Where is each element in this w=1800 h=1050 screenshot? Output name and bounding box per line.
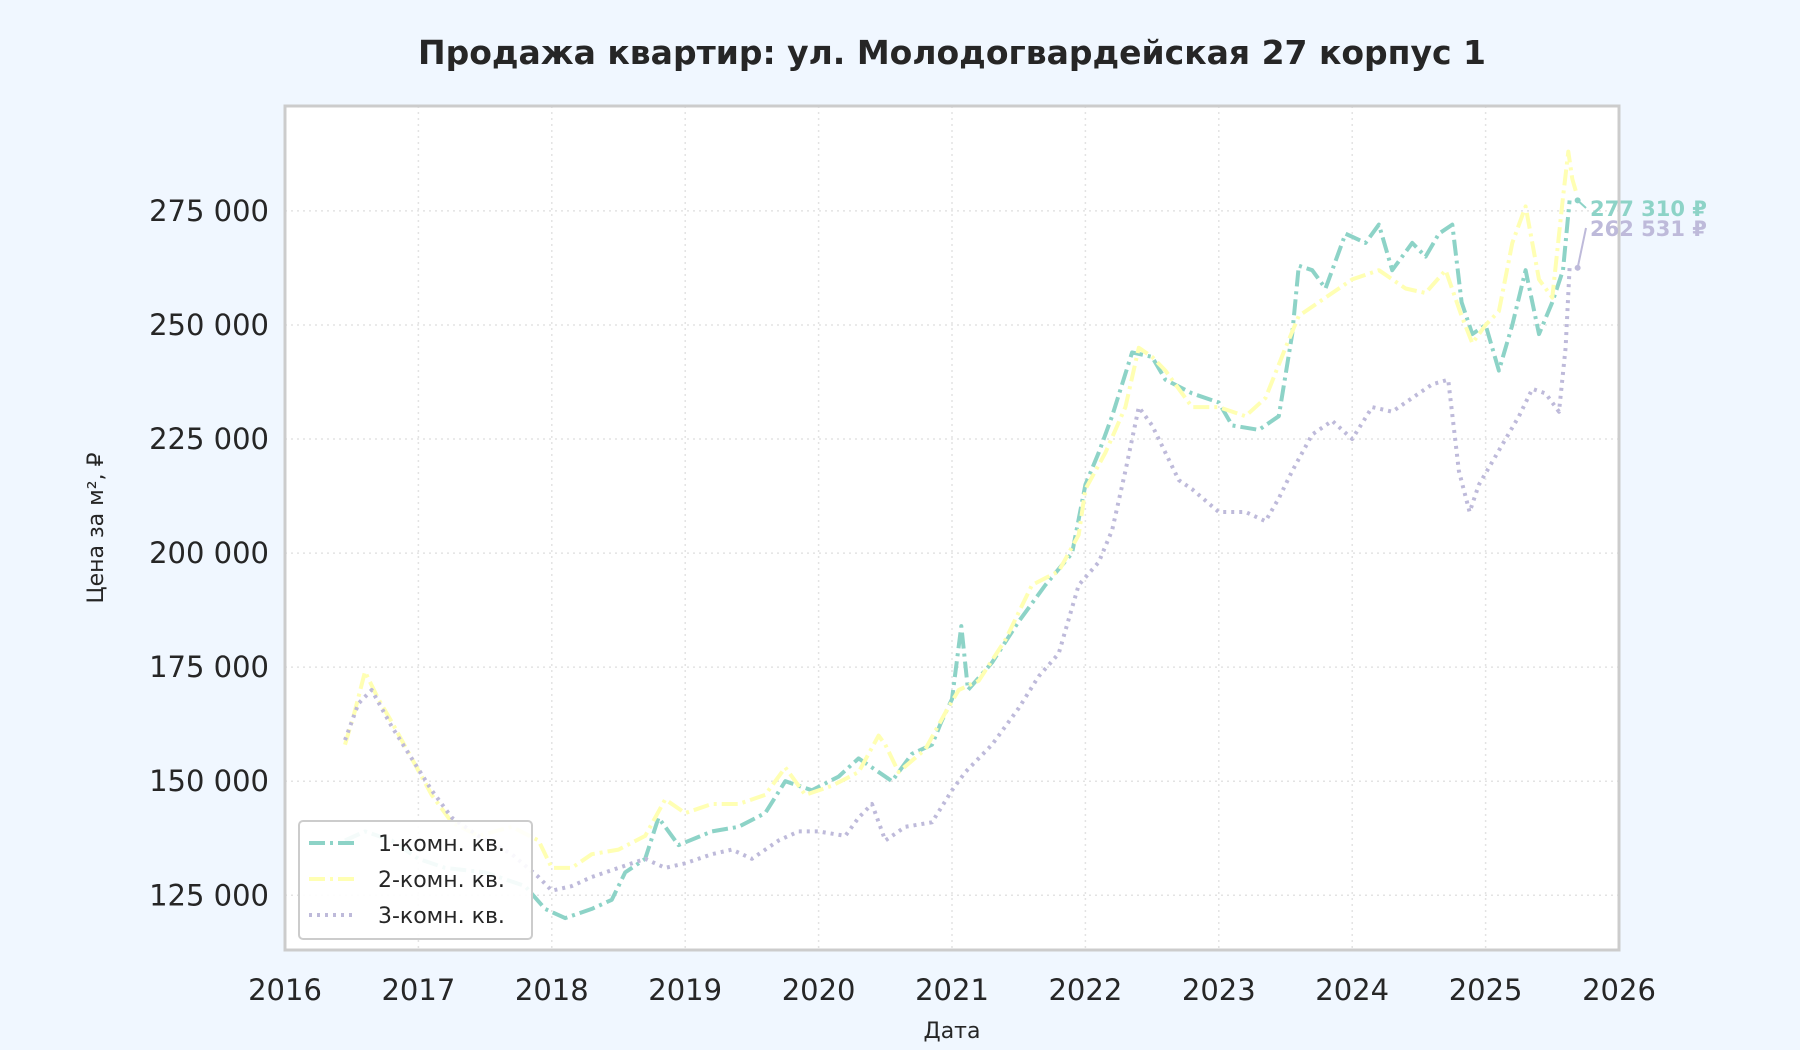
plot-frame <box>283 104 1621 952</box>
series-line-3 <box>343 267 1572 893</box>
x-tick-label: 2023 <box>1182 973 1256 1007</box>
chart-title: Продажа квартир: ул. Молодогвардейская 2… <box>418 33 1486 72</box>
x-tick-label: 2018 <box>515 973 589 1007</box>
legend-label-2: 2-комн. кв. <box>378 868 505 893</box>
y-axis-label: Цена за м², ₽ <box>84 452 109 603</box>
y-tick-label: 225 000 <box>149 422 269 456</box>
legend-label-1: 1-комн. кв. <box>378 832 505 857</box>
x-tick-label: 2020 <box>782 973 856 1007</box>
x-tick-label: 2016 <box>248 973 322 1007</box>
x-tick-label: 2022 <box>1048 973 1122 1007</box>
y-tick-label: 275 000 <box>149 194 269 228</box>
annotation-label: 277 310 ₽ <box>1590 197 1707 221</box>
annotation-arrowhead <box>1574 197 1581 204</box>
series-line-1 <box>344 200 1572 921</box>
y-tick-label: 150 000 <box>149 764 269 798</box>
plot-area: 2016 2017 2018 2019 2020 2021 2022 2023 2024 2025… <box>149 104 1707 1007</box>
x-tick-label: 2019 <box>648 973 722 1007</box>
x-axis-label: Дата <box>924 1019 981 1044</box>
annotation-arrow <box>1576 227 1587 269</box>
series-line-2 <box>343 149 1579 870</box>
y-tick-label: 200 000 <box>149 536 269 570</box>
legend-box <box>298 820 533 940</box>
y-tick-label: 250 000 <box>149 308 269 342</box>
x-tick-label: 2021 <box>915 973 989 1007</box>
series-group <box>343 149 1579 921</box>
x-tick-label: 2025 <box>1449 973 1523 1007</box>
y-tick-label: 125 000 <box>149 878 269 912</box>
x-tick-label: 2026 <box>1582 973 1656 1007</box>
y-tick-label: 175 000 <box>149 650 269 684</box>
x-tick-label: 2024 <box>1315 973 1389 1007</box>
annotation-label: 262 531 ₽ <box>1590 217 1707 241</box>
legend-label-3: 3-комн. кв. <box>378 904 505 929</box>
x-tick-label: 2017 <box>381 973 455 1007</box>
annotation-arrowhead <box>1574 264 1581 271</box>
